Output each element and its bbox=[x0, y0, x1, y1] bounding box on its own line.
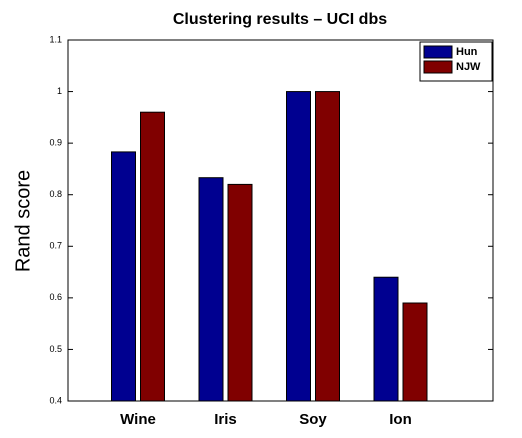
legend-swatch bbox=[423, 60, 453, 74]
y-axis-label: Rand score bbox=[12, 170, 34, 272]
legend-swatch bbox=[423, 45, 453, 59]
bar bbox=[111, 151, 136, 402]
x-tick-label: Ion bbox=[389, 411, 412, 428]
legend-label: NJW bbox=[456, 61, 481, 73]
bar bbox=[227, 183, 253, 402]
bar bbox=[286, 91, 311, 402]
y-tick-label: 0.4 bbox=[49, 395, 62, 405]
bar bbox=[198, 177, 224, 402]
bar bbox=[373, 276, 399, 402]
bar bbox=[402, 302, 428, 402]
y-tick-label: 1.1 bbox=[49, 34, 62, 44]
y-tick-label: 0.5 bbox=[49, 344, 62, 354]
y-tick-label: 0.9 bbox=[49, 138, 62, 148]
x-tick-label: Iris bbox=[214, 411, 237, 428]
bar bbox=[315, 91, 340, 402]
y-tick-label: 0.6 bbox=[49, 292, 62, 302]
y-tick-label: 0.7 bbox=[49, 241, 62, 251]
chart-title: Clustering results – UCI dbs bbox=[173, 11, 387, 28]
y-tick-label: 1 bbox=[57, 86, 62, 96]
x-tick-label: Wine bbox=[120, 411, 156, 428]
x-tick-label: Soy bbox=[299, 411, 327, 428]
legend-label: Hun bbox=[456, 46, 478, 58]
bar bbox=[140, 111, 165, 402]
axes-box bbox=[67, 39, 494, 402]
y-tick-label: 0.8 bbox=[49, 189, 62, 199]
